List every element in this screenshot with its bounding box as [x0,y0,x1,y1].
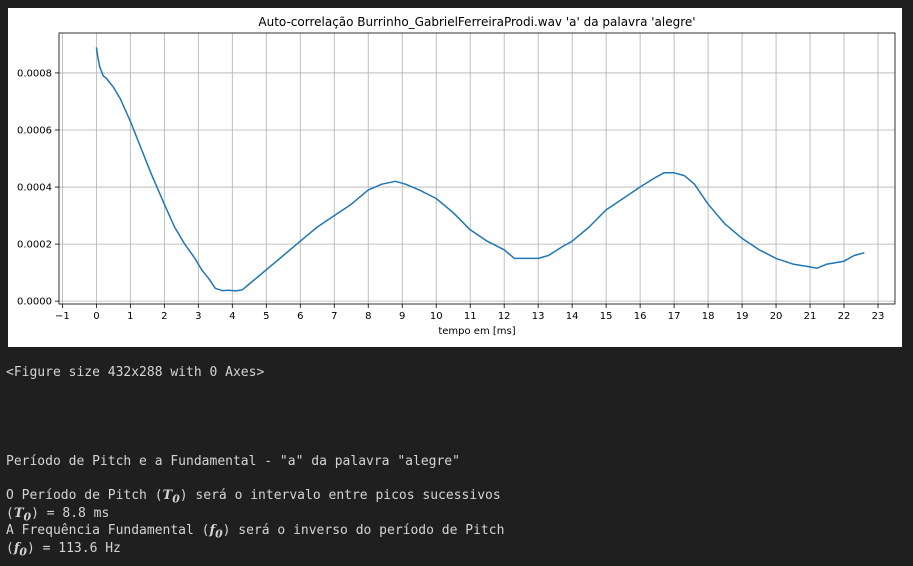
autocorrelation-series-line [95,47,865,292]
y-tick-label: 0.0006 [17,125,52,136]
pitch-period-description: O Período de Pitch (T0) será o intervalo… [6,488,501,506]
text-fragment: ( [6,541,14,556]
fundamental-frequency-description: A Frequência Fundamental (f0) será o inv… [6,523,504,541]
x-tick-label: 21 [804,311,817,322]
symbol-subscript: 0 [172,492,180,506]
text-fragment: O Período de Pitch ( [6,488,163,503]
x-tick-label: 3 [195,311,201,322]
y-tick-label: 0.0002 [17,240,52,251]
symbol-letter: f [13,541,20,556]
x-tick-label: 22 [838,311,851,322]
symbol-subscript: 0 [215,527,223,541]
x-tick-label: 18 [702,311,715,322]
plot-figure: −1 0 1 2 3 4 5 6 7 8 9 10 11 12 13 14 15 16 17 18 19 20 21 22 23… [8,8,902,347]
fundamental-frequency-value: (f0) = 113.6 Hz [6,541,121,559]
symbol-letter: f [209,523,216,538]
autocorrelation-chart: −1 0 1 2 3 4 5 6 7 8 9 10 11 12 13 14 15 16 17 18 19 20 21 22 23… [17,15,896,337]
text-fragment: A Frequência Fundamental ( [6,523,210,538]
results-heading: Período de Pitch e a Fundamental - "a" d… [6,454,460,469]
symbol-letter: T [13,506,24,521]
pitch-period-value: (T0) = 8.8 ms [6,506,109,524]
text-fragment: ) = 8.8 ms [31,506,110,521]
text-fragment: ) = 113.6 Hz [26,541,121,556]
x-tick-label: 2 [161,311,167,322]
x-tick-label: 20 [770,311,783,322]
f0-symbol: f0 [13,541,27,559]
x-tick-label: 5 [263,311,269,322]
x-tick-label: 17 [668,311,681,322]
symbol-subscript: 0 [19,545,27,559]
x-tick-label: 6 [297,311,303,322]
x-tick-label: 0 [93,311,99,322]
y-tick-label: 0.0004 [17,183,52,194]
x-tick-label: 23 [872,311,885,322]
symbol-letter: T [162,488,173,503]
x-tick-label: 4 [229,311,235,322]
text-fragment: ) será o intervalo entre picos sucessivo… [179,488,501,503]
x-tick-label: 12 [498,311,511,322]
y-tick-label: 0.0000 [17,297,52,308]
x-tick-label: 11 [464,311,477,322]
x-axis-label: tempo em [ms] [438,326,515,337]
chart-title: Auto-correlação Burrinho_GabrielFerreira… [258,15,695,29]
x-tick-label: 10 [430,311,443,322]
t0-symbol: T0 [162,488,180,506]
x-tick-label: 13 [532,311,545,322]
x-tick-label: 1 [127,311,133,322]
x-tick-label: −1 [55,311,70,322]
figure-size-output: <Figure size 432x288 with 0 Axes> [6,365,265,380]
symbol-subscript: 0 [23,510,32,524]
x-tick-label: 16 [634,311,647,322]
x-tick-label: 15 [600,311,613,322]
text-fragment: ) será o inverso do período de Pitch [222,523,505,538]
f0-symbol: f0 [209,523,223,541]
t0-symbol: T0 [13,506,32,524]
x-tick-label: 7 [331,311,337,322]
x-tick-label: 19 [736,311,749,322]
text-fragment: ( [6,506,14,521]
x-tick-label: 14 [566,311,579,322]
x-tick-label: 8 [365,311,371,322]
x-tick-label: 9 [399,311,405,322]
y-tick-label: 0.0008 [17,68,52,79]
axes-frame [58,32,896,305]
